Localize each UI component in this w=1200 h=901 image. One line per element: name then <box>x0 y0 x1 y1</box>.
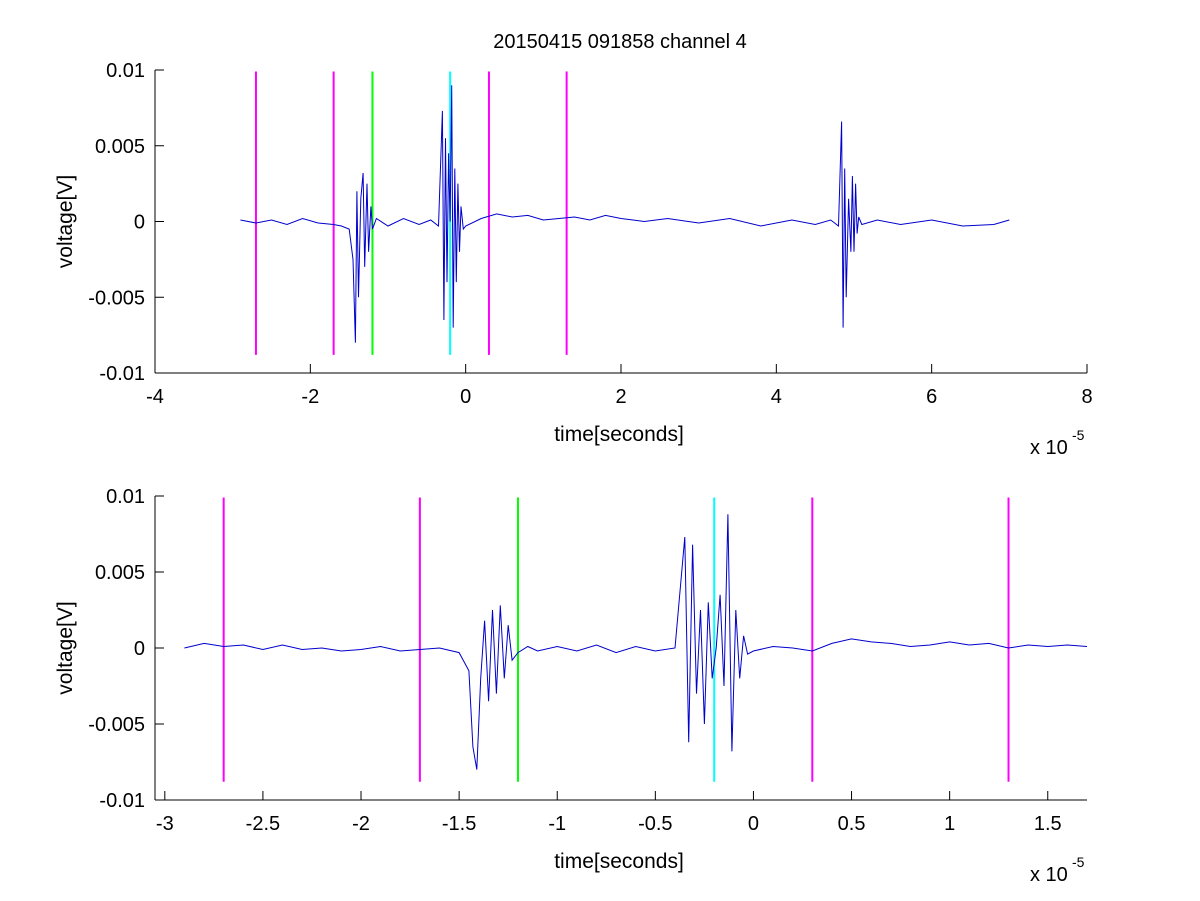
x-tick-label: 0 <box>460 386 471 408</box>
y-axis-label: voltage[V] <box>54 175 77 268</box>
y-tick-label: -0.005 <box>88 714 145 736</box>
x-tick-label: -2.5 <box>246 813 280 835</box>
x-tick-label: 6 <box>926 386 937 408</box>
x-exponent-power: -5 <box>1072 854 1085 870</box>
x-tick-label: 2 <box>615 386 626 408</box>
x-tick-label: 0.5 <box>838 813 866 835</box>
y-tick-label: 0.01 <box>106 60 145 82</box>
x-tick-label: 8 <box>1081 386 1092 408</box>
x-tick-label: -1.5 <box>442 813 476 835</box>
x-tick-label: 1 <box>944 813 955 835</box>
x-tick-label: 0 <box>748 813 759 835</box>
top-plot: -0.01 -0.005 0 0.005 0.01 -4 -2 0 2 4 6 8 time[secon… <box>54 60 1093 459</box>
x-tick-label: -1 <box>548 813 566 835</box>
y-tick-label: 0 <box>134 638 145 660</box>
x-tick-label: -0.5 <box>638 813 672 835</box>
x-axis-label: time[seconds] <box>554 423 684 446</box>
y-tick-label: -0.005 <box>88 287 145 309</box>
y-tick-label: -0.01 <box>99 790 145 812</box>
signal-series-line <box>184 514 1088 770</box>
x-axis-label: time[seconds] <box>554 850 684 873</box>
figure-title: 20150415 091858 channel 4 <box>493 31 747 53</box>
signal-series-line <box>240 85 1010 343</box>
x-exponent-multiplier: x 10 <box>1030 437 1068 459</box>
y-tick-label: 0 <box>134 212 145 234</box>
y-tick-label: 0.005 <box>95 562 145 584</box>
x-tick-label: -4 <box>146 386 164 408</box>
x-tick-label: 1.5 <box>1034 813 1062 835</box>
x-tick-label: -3 <box>156 813 174 835</box>
bottom-plot: -0.01 -0.005 0 0.005 0.01 -3 -2.5 -2 -1.5 -1 -0.5 0… <box>54 486 1088 886</box>
x-exponent-power: -5 <box>1072 427 1085 443</box>
x-tick-label: -2 <box>301 386 319 408</box>
x-tick-label: 4 <box>771 386 782 408</box>
y-axis-label: voltage[V] <box>54 601 77 694</box>
y-tick-label: 0.01 <box>106 486 145 508</box>
x-tick-label: -2 <box>352 813 370 835</box>
y-tick-label: 0.005 <box>95 136 145 158</box>
x-exponent-multiplier: x 10 <box>1030 864 1068 886</box>
y-tick-label: -0.01 <box>99 363 145 385</box>
